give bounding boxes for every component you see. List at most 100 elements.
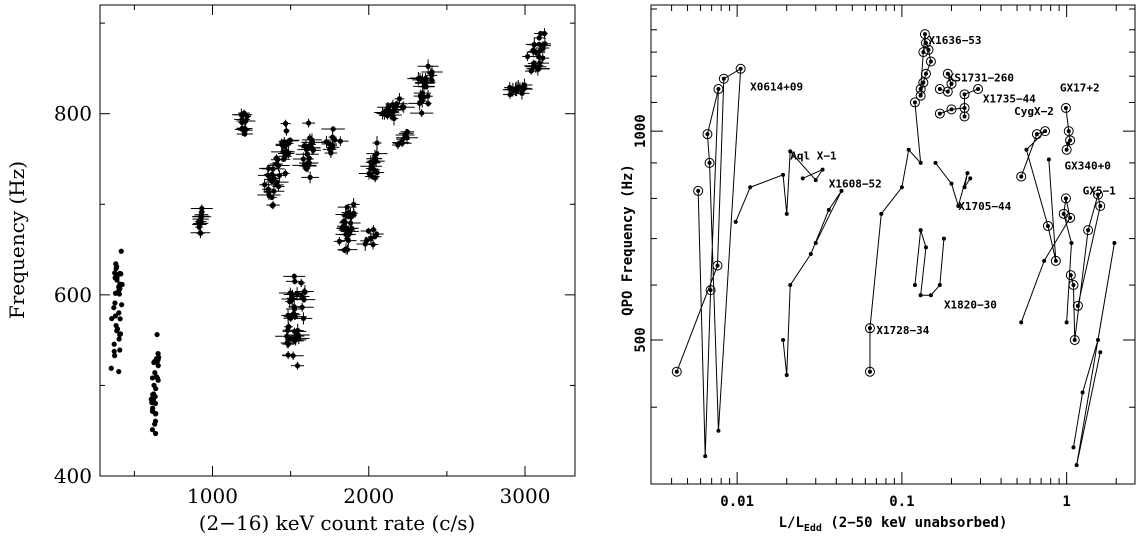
- data-point: [149, 375, 156, 381]
- data-point: [419, 110, 425, 116]
- series-label: X1608−52: [829, 177, 882, 190]
- series-label: X1705−44: [958, 200, 1011, 213]
- data-point: [150, 391, 157, 397]
- series-point: [1066, 129, 1071, 134]
- data-point: [290, 310, 297, 317]
- source-series: X1608−52: [781, 177, 882, 378]
- series-point: [923, 245, 928, 250]
- series-point: [1068, 215, 1073, 220]
- data-point: [425, 100, 431, 107]
- data-point: [274, 179, 280, 185]
- data-point: [156, 354, 162, 360]
- series-point: [1063, 105, 1068, 110]
- series-point: [1019, 320, 1024, 325]
- series-point: [721, 76, 726, 81]
- left-x-tick-label: 3000: [500, 484, 551, 508]
- series-point: [784, 373, 789, 378]
- scatter-cluster: [231, 108, 256, 137]
- scatter-cluster: [108, 248, 125, 375]
- data-point: [112, 270, 118, 276]
- series-label: X1728−34: [876, 324, 929, 337]
- series-point-ring: [918, 77, 929, 88]
- data-point: [287, 137, 293, 143]
- series-point: [945, 89, 950, 94]
- data-point: [117, 331, 124, 337]
- left-x-tick-label: 2000: [343, 484, 394, 508]
- series-point-ring: [1072, 300, 1083, 311]
- series-point: [1095, 192, 1100, 197]
- series-point: [1024, 147, 1029, 152]
- data-point: [344, 247, 351, 253]
- data-point: [266, 165, 272, 172]
- right-y-axis: 500 1000: [633, 8, 1135, 408]
- data-point: [528, 68, 534, 74]
- series-point: [928, 59, 933, 64]
- data-point: [531, 42, 537, 48]
- right-y-tick-label: 1000: [633, 114, 649, 148]
- series-point: [962, 92, 967, 97]
- series-point: [820, 167, 825, 172]
- data-point: [351, 210, 357, 216]
- series-line: [735, 150, 824, 223]
- series-point-ring: [915, 84, 926, 95]
- series-point: [788, 283, 793, 288]
- series-point-ring: [1092, 189, 1103, 200]
- data-point: [292, 334, 299, 341]
- series-point-ring: [1095, 201, 1106, 212]
- data-point: [280, 156, 287, 162]
- data-point: [291, 273, 297, 279]
- series-point: [923, 40, 928, 45]
- series-point-ring: [1016, 171, 1027, 182]
- data-point: [118, 248, 124, 254]
- data-point: [302, 289, 308, 295]
- data-point: [524, 53, 531, 60]
- series-point: [715, 263, 720, 268]
- left-panel: 1000 2000 3000 400 600 800 (2−16) keV count …: [5, 4, 576, 535]
- series-point-ring: [705, 285, 716, 296]
- data-point: [112, 313, 118, 319]
- scatter-cluster: [407, 59, 443, 117]
- right-y-tick-label: 500: [633, 327, 649, 352]
- data-point: [117, 347, 123, 353]
- series-point-ring: [671, 366, 682, 377]
- series-point-ring: [959, 111, 970, 122]
- series-point-ring: [942, 68, 953, 79]
- data-point: [287, 290, 293, 296]
- series-point: [912, 283, 917, 288]
- data-point: [269, 194, 275, 200]
- series-point-ring: [946, 78, 957, 89]
- series-point: [918, 228, 923, 233]
- data-point: [116, 336, 122, 342]
- series-point: [941, 236, 946, 241]
- data-point: [530, 63, 537, 70]
- series-point-ring: [1065, 270, 1076, 281]
- data-point: [370, 226, 376, 233]
- series-point: [1068, 273, 1073, 278]
- source-series: X1705−44: [933, 160, 1012, 213]
- data-point: [368, 235, 374, 241]
- source-series: X0614+09: [671, 63, 803, 459]
- data-point: [242, 131, 248, 137]
- data-point: [283, 128, 290, 134]
- series-point-ring: [1068, 280, 1079, 291]
- data-point: [155, 363, 161, 369]
- data-point: [401, 104, 407, 110]
- series-line: [1070, 194, 1101, 341]
- series-point: [937, 87, 942, 92]
- data-point: [329, 134, 336, 140]
- series-point: [708, 288, 713, 293]
- data-point: [288, 315, 294, 321]
- data-point: [337, 138, 343, 144]
- series-point: [867, 326, 872, 331]
- data-point: [531, 48, 537, 55]
- data-point: [301, 297, 307, 303]
- data-point: [507, 91, 513, 98]
- series-label: X1735−44: [983, 92, 1036, 105]
- data-point: [515, 84, 521, 90]
- series-point: [976, 87, 981, 92]
- source-series: [1071, 240, 1117, 468]
- data-point: [285, 324, 291, 330]
- data-point: [370, 241, 376, 248]
- data-point: [305, 120, 312, 126]
